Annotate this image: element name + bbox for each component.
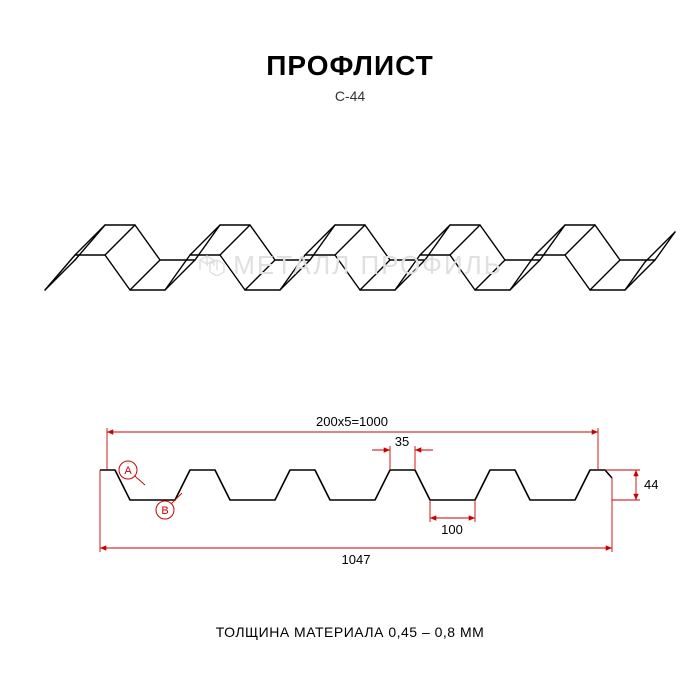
page-title: ПРОФЛИСТ	[0, 50, 700, 82]
dim-height: 44	[644, 477, 658, 492]
section-profile	[100, 470, 612, 500]
marker-b: B	[156, 493, 182, 519]
iso-back-edge	[75, 225, 675, 260]
dim-top-pitch: 200x5=1000	[316, 414, 388, 429]
dim-top-flat: 35	[395, 434, 409, 449]
dim-overall-width: 1047	[342, 552, 371, 567]
dimension-view: 200x5=1000 35 100 1047 44	[0, 380, 700, 560]
svg-text:B: B	[161, 505, 168, 517]
isometric-view	[0, 160, 700, 320]
page-subtitle: С-44	[0, 88, 700, 104]
footer-note: ТОЛЩИНА МАТЕРИАЛА 0,45 – 0,8 ММ	[0, 624, 700, 640]
marker-a: A	[119, 461, 145, 485]
svg-text:A: A	[124, 465, 132, 477]
dim-bottom-flat: 100	[441, 522, 463, 537]
